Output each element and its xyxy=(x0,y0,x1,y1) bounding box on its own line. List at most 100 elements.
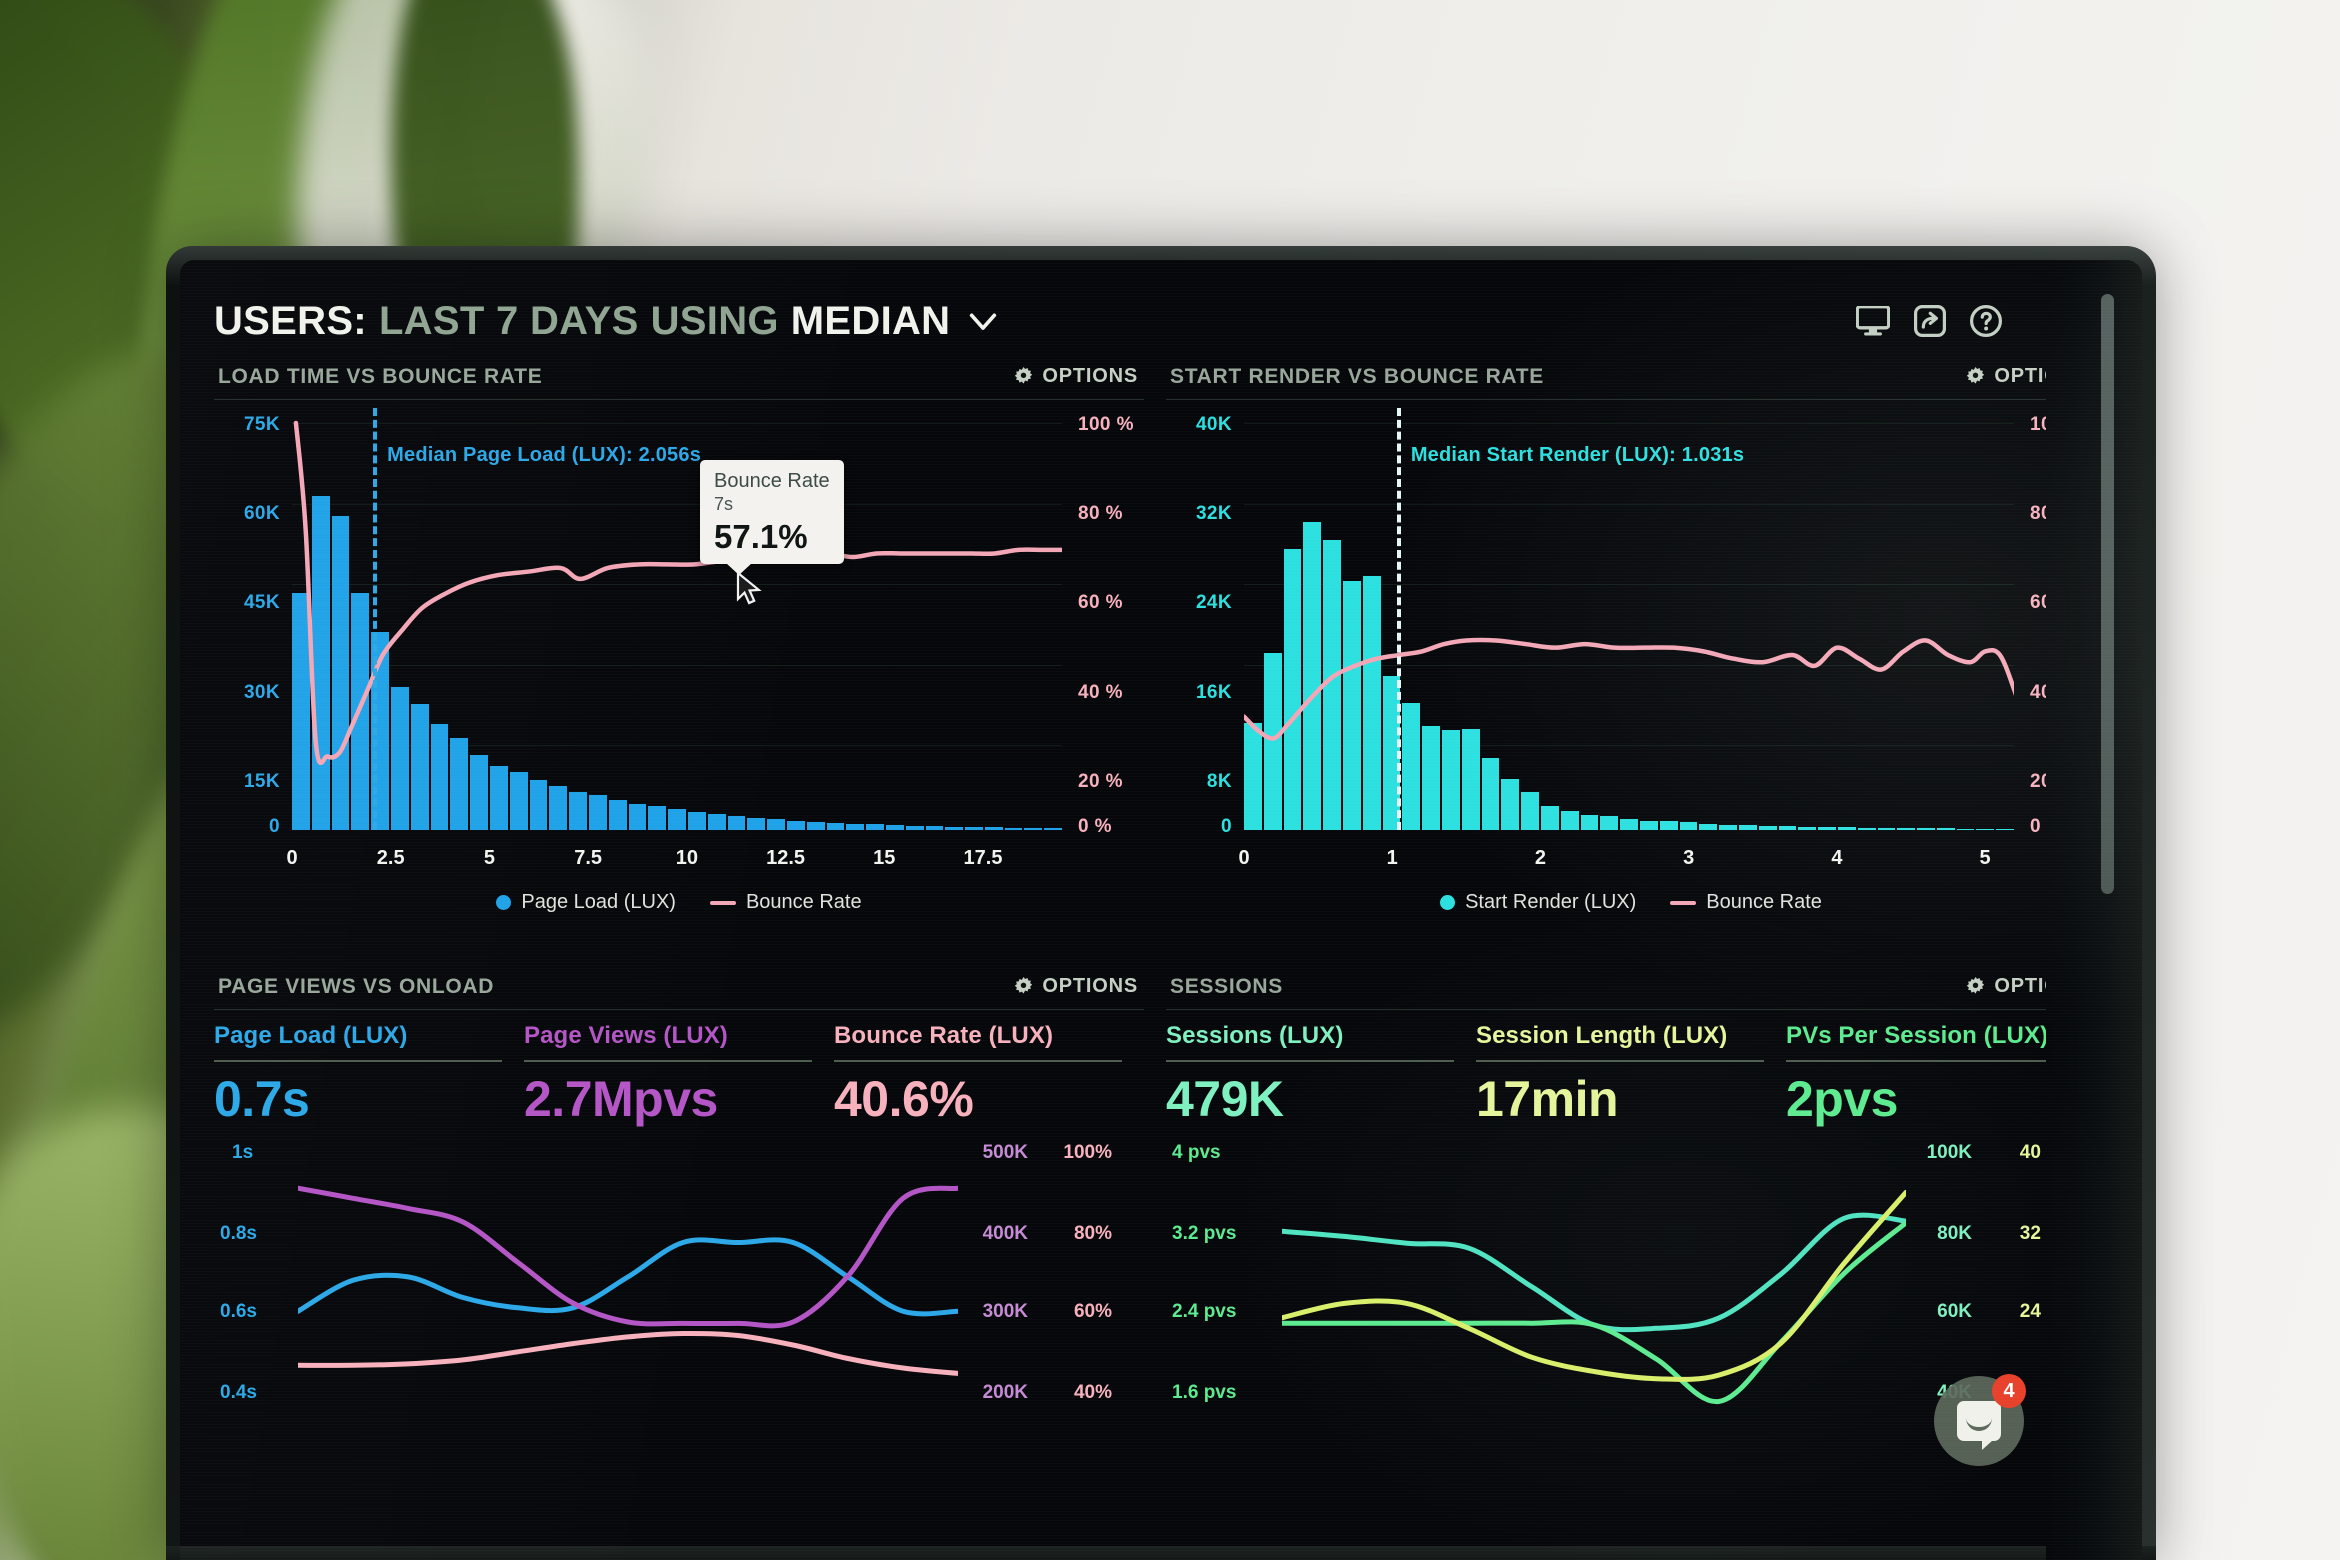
bar[interactable] xyxy=(1004,827,1023,830)
bar[interactable] xyxy=(984,827,1003,830)
bar[interactable] xyxy=(866,824,884,830)
chart-start-render[interactable]: 40K 32K 24K 16K 8K 0 100 % 80 % 60 % 40 … xyxy=(1166,406,2096,913)
bar[interactable] xyxy=(1659,821,1678,830)
bar[interactable] xyxy=(687,811,706,830)
chart-page-views-onload[interactable]: 1s 0.8s 0.6s 0.4s 500K 400K 300K 200K 10… xyxy=(214,1138,1144,1438)
kpi-pvs-per-session[interactable]: PVs Per Session (LUX) 2pvs xyxy=(1786,1022,2074,1128)
kpi-sessions[interactable]: Sessions (LUX) 479K xyxy=(1166,1022,1454,1128)
bar[interactable] xyxy=(846,823,865,830)
bar[interactable] xyxy=(450,738,469,830)
bar[interactable] xyxy=(430,723,449,830)
bar[interactable] xyxy=(1540,805,1559,830)
chart-load-time[interactable]: 75K 60K 45K 30K 15K 0 100 % 80 % 60 % 40… xyxy=(214,406,1144,913)
bar[interactable] xyxy=(1422,725,1440,830)
bar[interactable] xyxy=(1521,791,1539,830)
bar[interactable] xyxy=(1996,828,2015,830)
bar[interactable] xyxy=(1560,810,1579,830)
kpi-page-load[interactable]: Page Load (LUX) 0.7s xyxy=(214,1022,502,1128)
bar[interactable] xyxy=(826,822,845,830)
bar[interactable] xyxy=(806,821,825,830)
bar[interactable] xyxy=(1936,828,1955,830)
bar[interactable] xyxy=(707,814,726,830)
bar[interactable] xyxy=(1917,828,1935,830)
bar[interactable] xyxy=(1837,827,1856,830)
chevron-down-icon[interactable] xyxy=(966,304,1000,338)
bar[interactable] xyxy=(1738,825,1757,830)
y-tick: 15K xyxy=(243,771,280,792)
bar[interactable] xyxy=(905,825,924,830)
bar[interactable] xyxy=(410,704,429,830)
bar[interactable] xyxy=(331,515,350,830)
bar[interactable] xyxy=(885,825,904,830)
bar[interactable] xyxy=(786,820,805,830)
bar[interactable] xyxy=(747,817,766,830)
bar[interactable] xyxy=(608,800,627,830)
options-button[interactable]: OPTIONS xyxy=(1014,975,1138,998)
bar[interactable] xyxy=(1402,703,1421,830)
bar[interactable] xyxy=(529,780,548,830)
help-icon[interactable] xyxy=(1970,305,2002,337)
legend-item[interactable]: Page Load (LUX) xyxy=(496,891,676,914)
bar[interactable] xyxy=(1044,828,1063,830)
kpi-bounce-rate[interactable]: Bounce Rate (LUX) 40.6% xyxy=(834,1022,1122,1128)
tooltip-value: 57.1% xyxy=(714,517,808,555)
bar[interactable] xyxy=(588,795,607,830)
monitor-icon[interactable] xyxy=(1856,306,1890,336)
share-icon[interactable] xyxy=(1914,305,1946,337)
bar[interactable] xyxy=(1620,818,1638,830)
kpi-session-length[interactable]: Session Length (LUX) 17min xyxy=(1476,1022,1764,1128)
page-scrollbar[interactable] xyxy=(2101,294,2114,894)
kpi-page-views[interactable]: Page Views (LUX) 2.7Mpvs xyxy=(524,1022,812,1128)
bar[interactable] xyxy=(1699,823,1718,830)
bar[interactable] xyxy=(1441,730,1460,830)
bar[interactable] xyxy=(727,815,746,830)
bar[interactable] xyxy=(1024,827,1043,830)
bar[interactable] xyxy=(1263,653,1282,830)
bar[interactable] xyxy=(1382,675,1401,830)
bar[interactable] xyxy=(648,806,667,830)
bar[interactable] xyxy=(1818,826,1836,830)
bar[interactable] xyxy=(1303,521,1322,830)
bar[interactable] xyxy=(1857,827,1876,830)
bar[interactable] xyxy=(509,772,528,830)
bar[interactable] xyxy=(1897,828,1916,830)
bar[interactable] xyxy=(1877,827,1896,830)
bar[interactable] xyxy=(489,766,508,830)
bar[interactable] xyxy=(1956,828,1975,830)
bar[interactable] xyxy=(1244,723,1262,830)
bar[interactable] xyxy=(1798,826,1817,830)
bar[interactable] xyxy=(292,593,310,830)
bar[interactable] xyxy=(390,687,409,830)
bar[interactable] xyxy=(1758,825,1777,830)
bar[interactable] xyxy=(1501,779,1520,830)
bar[interactable] xyxy=(1362,576,1381,830)
bar[interactable] xyxy=(1719,824,1737,830)
bar[interactable] xyxy=(767,819,785,830)
bar[interactable] xyxy=(668,809,686,830)
bar[interactable] xyxy=(1481,757,1500,830)
chat-launcher-button[interactable]: 4 xyxy=(1934,1374,2026,1466)
bar[interactable] xyxy=(1639,820,1658,830)
bar[interactable] xyxy=(1342,580,1361,830)
legend-item[interactable]: Bounce Rate xyxy=(1670,891,1822,914)
bar[interactable] xyxy=(569,791,587,830)
options-button[interactable]: OPTIONS xyxy=(1014,365,1138,388)
legend-item[interactable]: Start Render (LUX) xyxy=(1440,891,1636,914)
bar[interactable] xyxy=(1976,828,1995,830)
bar[interactable] xyxy=(925,826,944,830)
bar[interactable] xyxy=(470,755,488,830)
bar[interactable] xyxy=(1600,816,1619,830)
page-title[interactable]: USERS: LAST 7 DAYS USING MEDIAN xyxy=(214,299,1000,344)
bar[interactable] xyxy=(1778,826,1797,830)
bar[interactable] xyxy=(1323,539,1341,830)
y-tick: 32K xyxy=(1195,503,1232,525)
legend-item[interactable]: Bounce Rate xyxy=(709,891,862,914)
bar[interactable] xyxy=(1461,728,1480,830)
bar[interactable] xyxy=(549,785,568,830)
bar[interactable] xyxy=(1679,822,1698,830)
bar[interactable] xyxy=(965,827,983,830)
bar[interactable] xyxy=(628,803,647,830)
bar[interactable] xyxy=(1283,549,1302,830)
bar[interactable] xyxy=(945,826,964,830)
bar[interactable] xyxy=(1580,814,1599,830)
